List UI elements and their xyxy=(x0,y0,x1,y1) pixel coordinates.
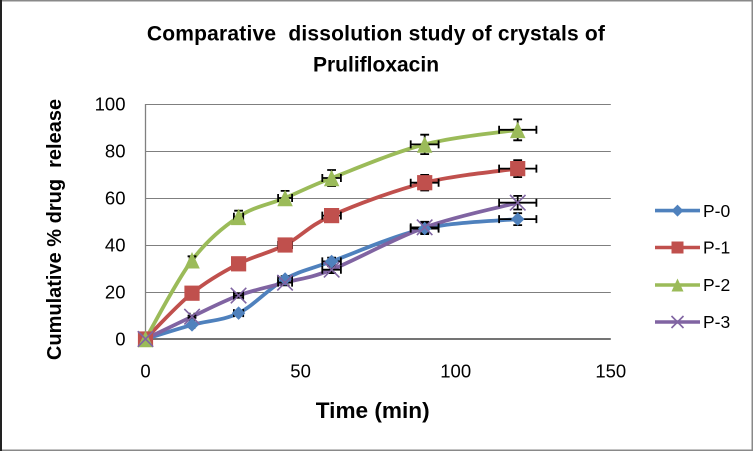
svg-text:80: 80 xyxy=(105,141,126,162)
svg-text:P-2: P-2 xyxy=(703,275,730,295)
svg-text:100: 100 xyxy=(95,94,126,115)
svg-text:Comparative dissolution study: Comparative dissolution study of crystal… xyxy=(147,23,606,46)
svg-text:0: 0 xyxy=(140,361,150,382)
svg-text:Prulifloxacin: Prulifloxacin xyxy=(313,54,439,77)
svg-text:P-3: P-3 xyxy=(703,312,730,332)
svg-text:Cumulative % drug release: Cumulative % drug release xyxy=(44,99,66,360)
svg-text:50: 50 xyxy=(290,361,311,382)
svg-text:20: 20 xyxy=(105,282,126,303)
svg-text:P-0: P-0 xyxy=(703,201,731,221)
svg-text:0: 0 xyxy=(115,329,125,350)
svg-text:40: 40 xyxy=(105,235,126,256)
svg-text:60: 60 xyxy=(105,188,126,209)
svg-text:150: 150 xyxy=(595,361,626,382)
svg-text:100: 100 xyxy=(440,361,471,382)
svg-text:Time (min): Time (min) xyxy=(316,398,430,423)
svg-text:P-1: P-1 xyxy=(703,238,730,258)
